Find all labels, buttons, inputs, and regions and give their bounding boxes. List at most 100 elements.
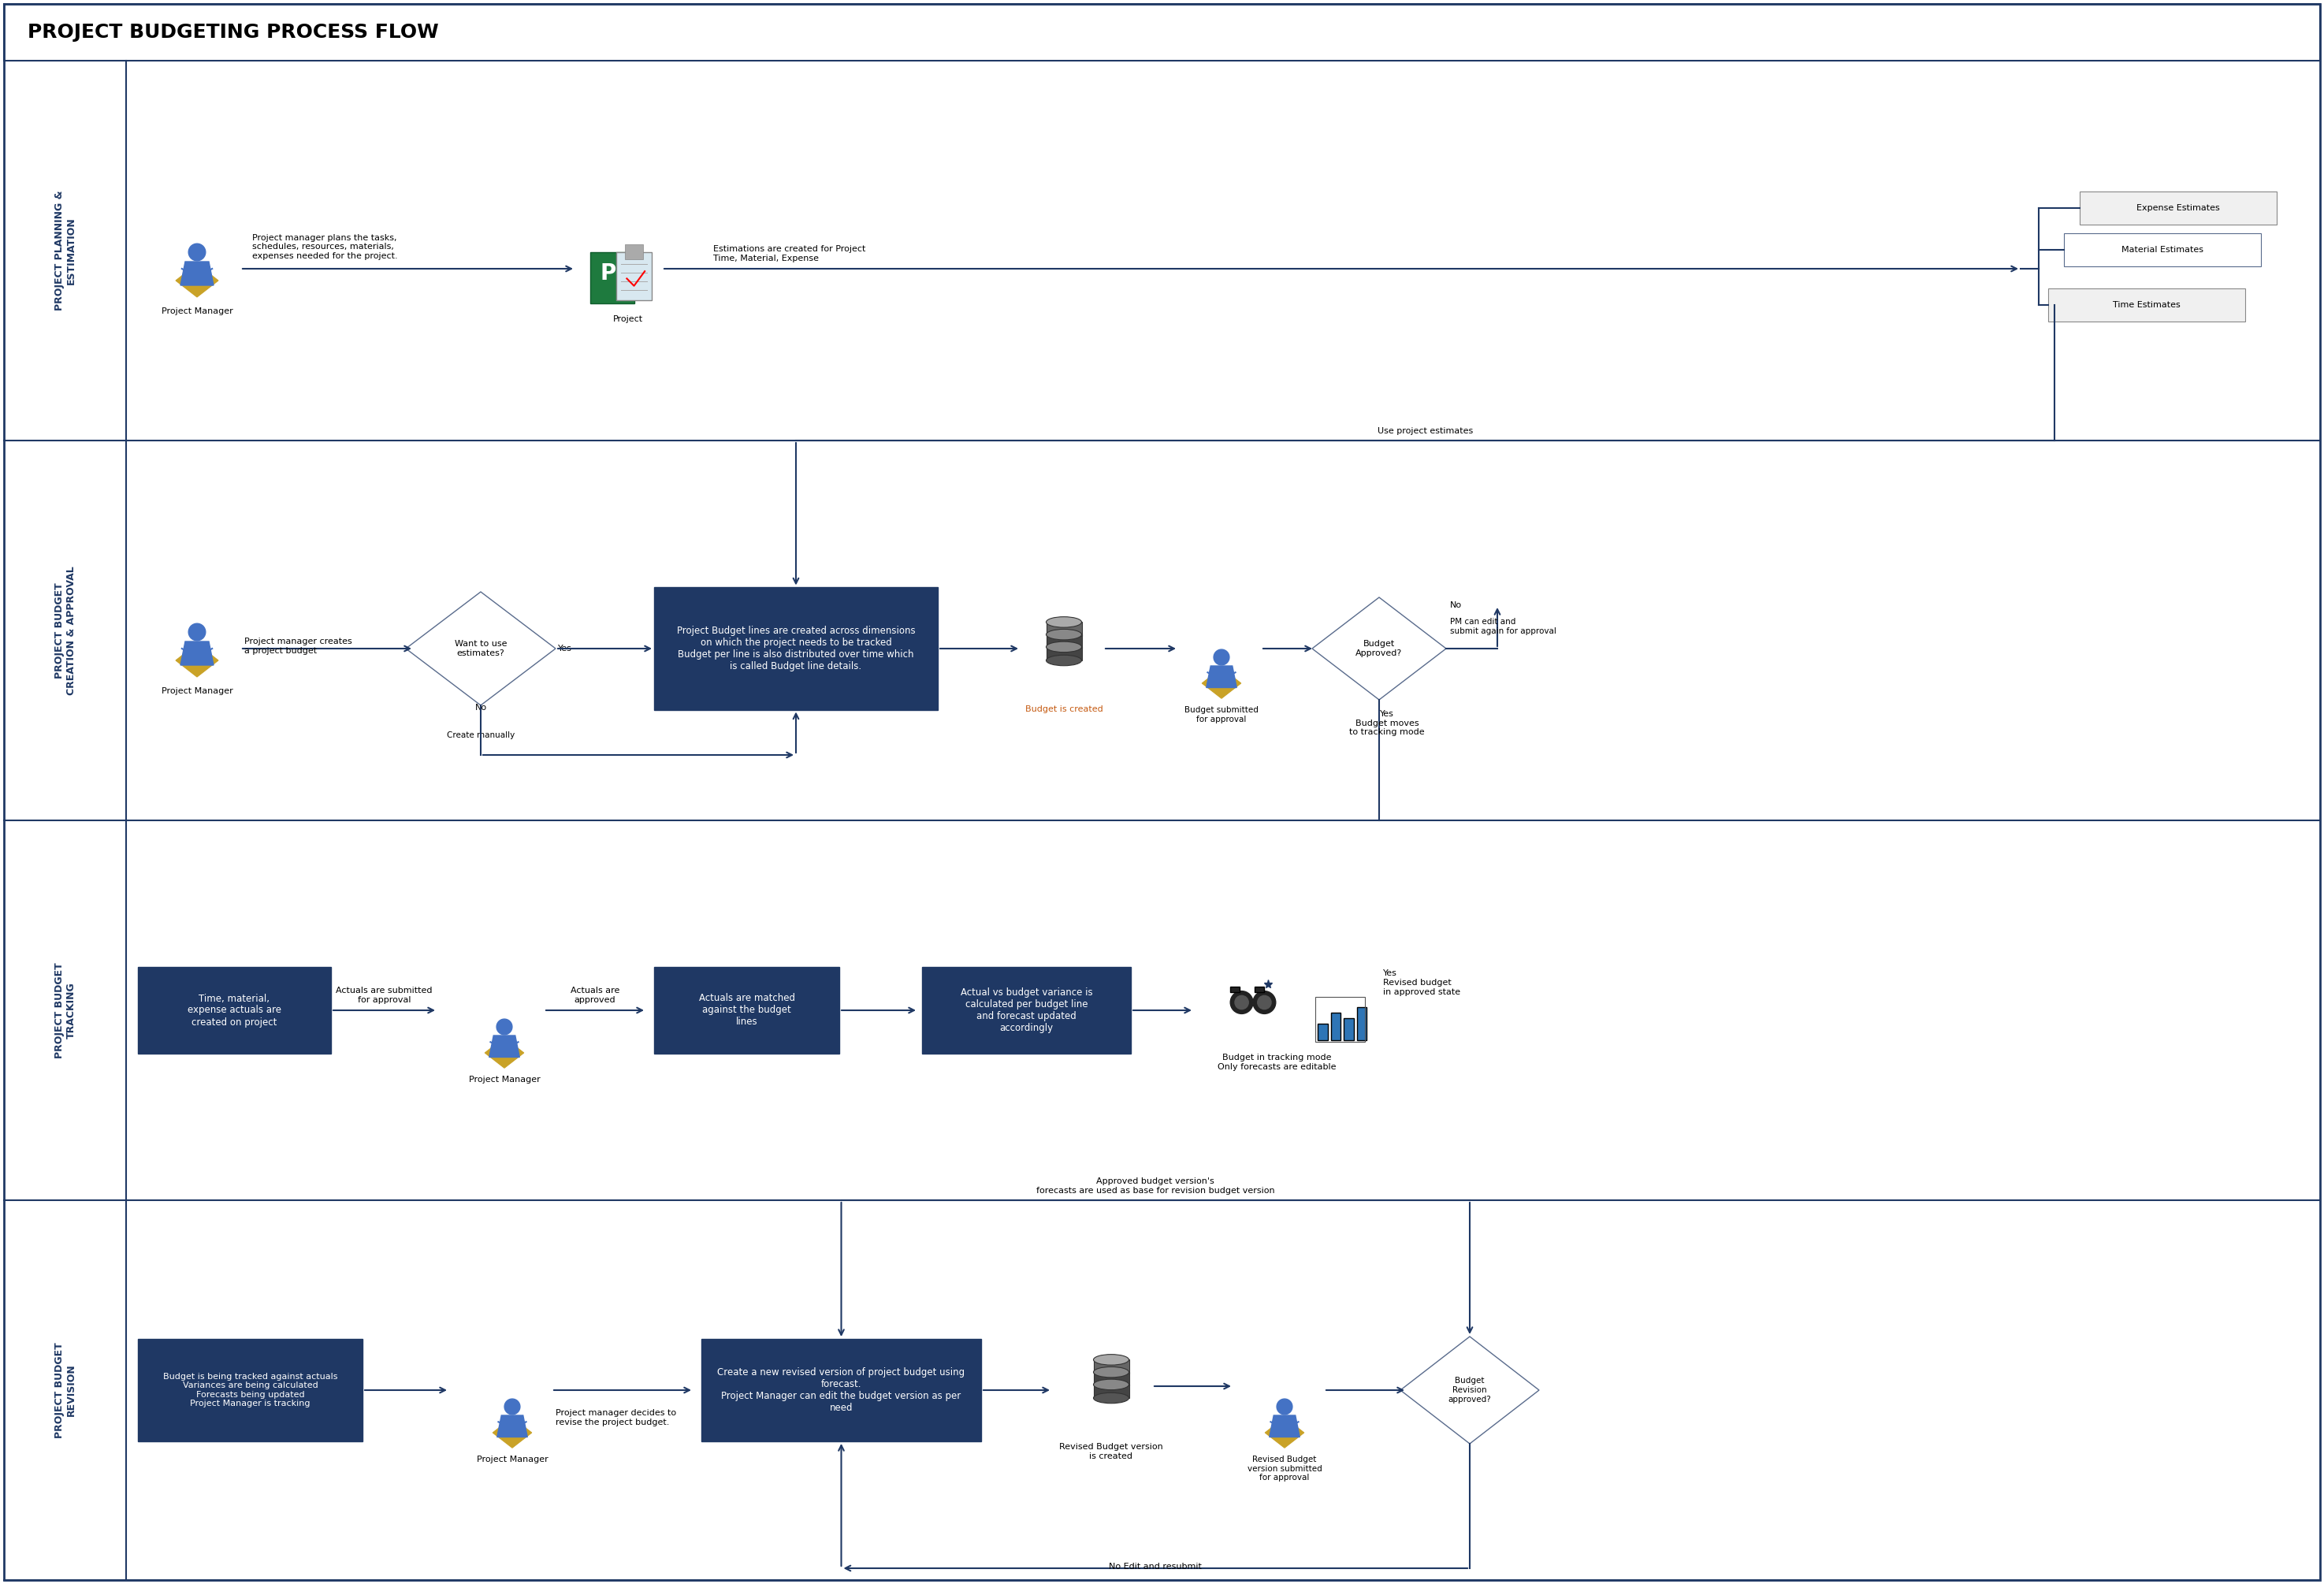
Polygon shape [497,1416,528,1437]
Text: Create manually: Create manually [446,732,514,740]
Polygon shape [1269,1416,1299,1437]
Text: Revised Budget version
is created: Revised Budget version is created [1060,1443,1162,1460]
FancyBboxPatch shape [1092,1372,1129,1386]
Text: PM can edit and
submit again for approval: PM can edit and submit again for approva… [1450,618,1557,635]
Polygon shape [407,592,555,705]
FancyBboxPatch shape [1318,1023,1327,1041]
FancyBboxPatch shape [590,252,634,303]
Text: Project Manager: Project Manager [160,687,232,695]
Ellipse shape [1092,1392,1129,1403]
FancyBboxPatch shape [1255,987,1264,992]
FancyBboxPatch shape [1332,1012,1341,1041]
Text: Want to use
estimates?: Want to use estimates? [456,640,507,657]
Text: Yes: Yes [558,645,572,653]
Circle shape [188,624,205,640]
Circle shape [1213,649,1229,665]
Text: Budget
Approved?: Budget Approved? [1355,640,1401,657]
Text: Project manager decides to
revise the project budget.: Project manager decides to revise the pr… [555,1410,676,1426]
Circle shape [1229,992,1253,1014]
Text: Actuals are matched
against the budget
lines: Actuals are matched against the budget l… [700,993,795,1028]
Circle shape [504,1399,521,1415]
Text: Revised Budget
version submitted
for approval: Revised Budget version submitted for app… [1248,1456,1322,1481]
Text: Project Budget lines are created across dimensions
on which the project needs to: Project Budget lines are created across … [676,626,916,672]
Text: Budget in tracking mode
Only forecasts are editable: Budget in tracking mode Only forecasts a… [1218,1053,1336,1071]
Text: Budget submitted
for approval: Budget submitted for approval [1185,706,1260,724]
Text: PROJECT BUDGET
TRACKING: PROJECT BUDGET TRACKING [53,963,77,1058]
Polygon shape [1202,668,1241,699]
Polygon shape [493,1418,532,1448]
Text: No: No [1450,602,1462,610]
Text: Project manager plans the tasks,
schedules, resources, materials,
expenses neede: Project manager plans the tasks, schedul… [253,234,397,260]
FancyBboxPatch shape [1046,646,1081,661]
Ellipse shape [1046,656,1081,665]
Polygon shape [486,1038,523,1068]
Circle shape [1257,996,1271,1009]
FancyBboxPatch shape [616,252,653,301]
Text: Yes
Budget moves
to tracking mode: Yes Budget moves to tracking mode [1350,710,1425,737]
Text: Estimations are created for Project
Time, Material, Expense: Estimations are created for Project Time… [713,246,865,263]
Circle shape [1234,996,1248,1009]
Text: Expense Estimates: Expense Estimates [2136,204,2219,212]
Ellipse shape [1046,629,1081,640]
Polygon shape [181,642,214,665]
FancyBboxPatch shape [923,966,1132,1053]
Polygon shape [1264,1418,1304,1448]
Polygon shape [488,1036,521,1057]
Text: No Edit and resubmit: No Edit and resubmit [1109,1563,1202,1571]
Text: Time Estimates: Time Estimates [2113,301,2180,309]
Text: Actuals are submitted
for approval: Actuals are submitted for approval [337,987,432,1004]
Text: Project Manager: Project Manager [476,1456,548,1464]
Circle shape [1276,1399,1292,1415]
Polygon shape [177,643,218,676]
FancyBboxPatch shape [653,966,839,1053]
FancyBboxPatch shape [137,966,330,1053]
Text: Material Estimates: Material Estimates [2122,246,2203,253]
FancyBboxPatch shape [1229,987,1241,992]
Circle shape [1253,992,1276,1014]
Text: Yes
Revised budget
in approved state: Yes Revised budget in approved state [1383,969,1459,996]
FancyBboxPatch shape [2080,192,2278,225]
FancyBboxPatch shape [625,244,644,260]
FancyBboxPatch shape [1343,1019,1355,1041]
Circle shape [188,244,205,261]
Polygon shape [1313,597,1446,700]
Ellipse shape [1092,1354,1129,1365]
FancyBboxPatch shape [137,1338,363,1441]
Ellipse shape [1092,1367,1129,1378]
Text: PROJECT BUDGET
CREATION & APPROVAL: PROJECT BUDGET CREATION & APPROVAL [53,565,77,695]
FancyBboxPatch shape [2064,233,2261,266]
Ellipse shape [1046,642,1081,653]
Text: Budget
Revision
approved?: Budget Revision approved? [1448,1376,1492,1403]
Polygon shape [181,261,214,285]
FancyBboxPatch shape [702,1338,981,1441]
Text: Project Manager: Project Manager [160,307,232,315]
Text: Actual vs budget variance is
calculated per budget line
and forecast updated
acc: Actual vs budget variance is calculated … [960,987,1092,1033]
FancyBboxPatch shape [1046,635,1081,648]
Ellipse shape [1046,616,1081,627]
FancyBboxPatch shape [1046,623,1081,635]
FancyBboxPatch shape [1357,1007,1367,1041]
Text: P: P [600,263,616,285]
Text: No: No [474,703,486,711]
Text: Project: Project [614,315,644,323]
Text: Time, material,
expense actuals are
created on project: Time, material, expense actuals are crea… [188,993,281,1028]
Text: Use project estimates: Use project estimates [1378,428,1473,436]
Polygon shape [1206,665,1236,687]
Text: Budget is being tracked against actuals
Variances are being calculated
Forecasts: Budget is being tracked against actuals … [163,1372,337,1408]
Text: Approved budget version's
forecasts are used as base for revision budget version: Approved budget version's forecasts are … [1037,1177,1276,1194]
FancyBboxPatch shape [2047,288,2245,322]
FancyBboxPatch shape [1092,1384,1129,1399]
Text: Budget is created: Budget is created [1025,705,1104,713]
Circle shape [497,1019,511,1034]
Polygon shape [1401,1337,1538,1443]
Text: Actuals are
approved: Actuals are approved [569,987,621,1004]
Text: Project manager creates
a project budget: Project manager creates a project budget [244,638,351,654]
Text: PROJECT BUDGETING PROCESS FLOW: PROJECT BUDGETING PROCESS FLOW [28,22,439,41]
Ellipse shape [1092,1380,1129,1389]
Text: Create a new revised version of project budget using
forecast.
Project Manager c: Create a new revised version of project … [718,1367,964,1413]
Text: PROJECT BUDGET
REVISION: PROJECT BUDGET REVISION [53,1342,77,1438]
FancyBboxPatch shape [653,588,939,710]
Text: Project Manager: Project Manager [469,1076,539,1083]
Polygon shape [177,265,218,298]
FancyBboxPatch shape [1092,1359,1129,1373]
